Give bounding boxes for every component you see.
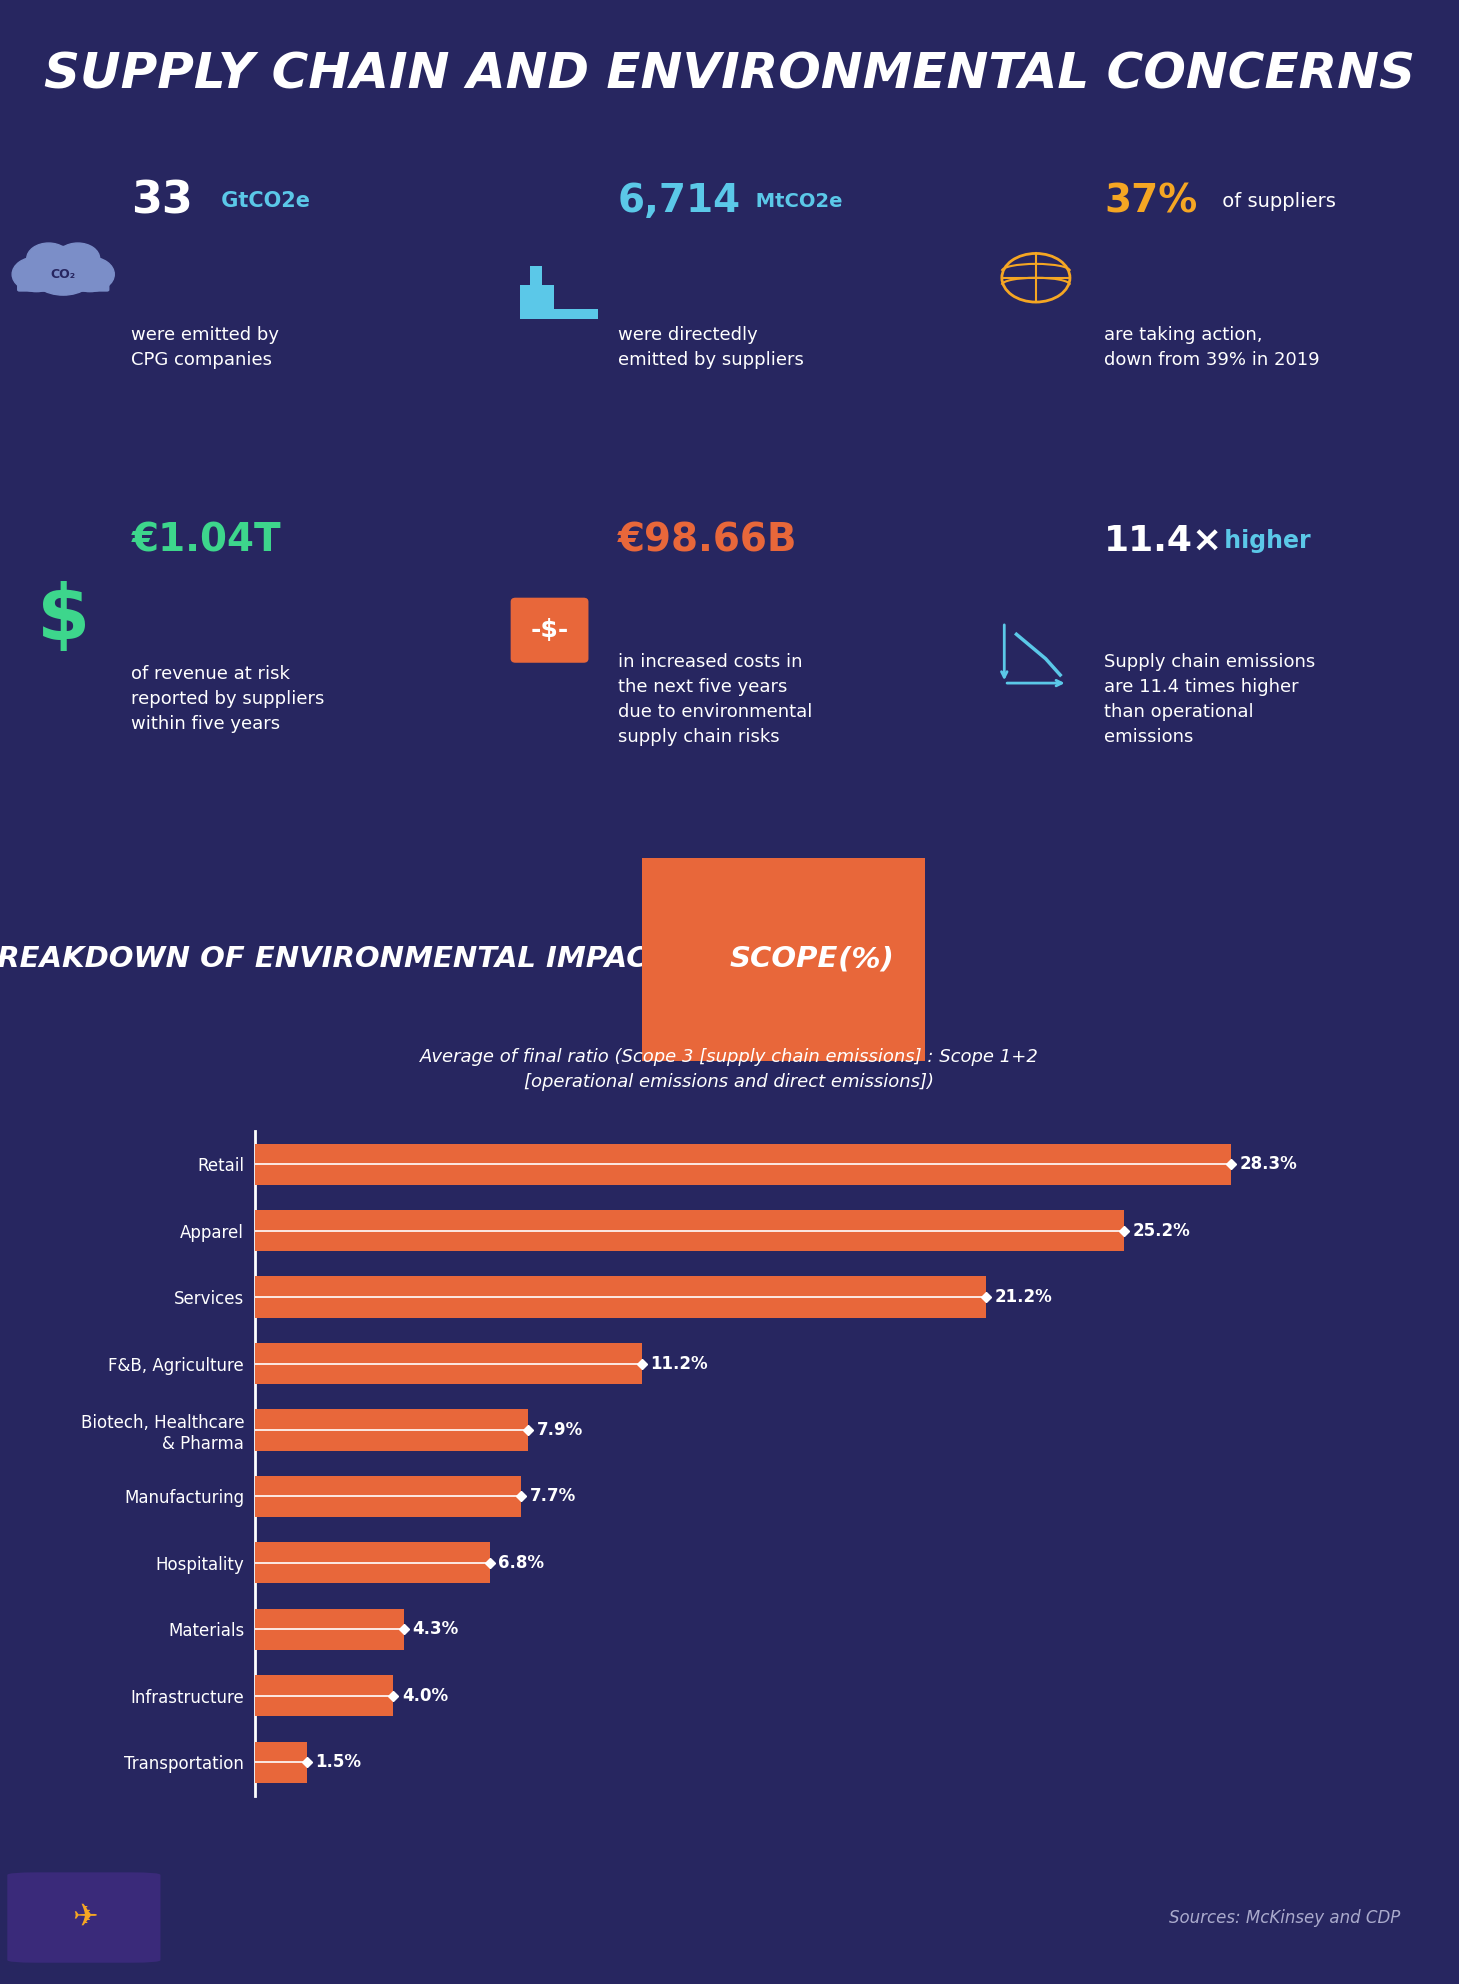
Text: of revenue at risk
reported by suppliers
within five years: of revenue at risk reported by suppliers… <box>131 665 325 734</box>
Text: in increased costs in
the next five years
due to environmental
supply chain risk: in increased costs in the next five year… <box>617 653 813 746</box>
Text: higher: higher <box>1215 530 1310 554</box>
Text: 11.4×: 11.4× <box>1104 524 1223 558</box>
FancyBboxPatch shape <box>18 270 109 292</box>
Bar <box>255 1276 986 1317</box>
Bar <box>255 1343 642 1385</box>
Circle shape <box>55 244 99 274</box>
Bar <box>554 284 579 310</box>
Text: SUPPLY CHAIN AND ENVIRONMENTAL CONCERNS: SUPPLY CHAIN AND ENVIRONMENTAL CONCERNS <box>44 50 1415 99</box>
Text: 4.3%: 4.3% <box>413 1621 458 1639</box>
Text: 25.2%: 25.2% <box>1134 1222 1191 1240</box>
Text: 7.7%: 7.7% <box>530 1488 576 1506</box>
Text: were directedly
emitted by suppliers: were directedly emitted by suppliers <box>617 325 804 369</box>
Bar <box>255 1542 490 1583</box>
Text: of suppliers: of suppliers <box>1215 192 1335 210</box>
Text: were emitted by
CPG companies: were emitted by CPG companies <box>131 325 279 369</box>
Text: 37%: 37% <box>1104 183 1198 220</box>
Bar <box>255 1674 394 1716</box>
Text: $: $ <box>36 581 90 655</box>
Bar <box>255 1742 306 1784</box>
Text: 6.8%: 6.8% <box>499 1553 544 1571</box>
Bar <box>255 1143 1231 1184</box>
Text: (%): (%) <box>829 944 894 972</box>
Text: are taking action,
down from 39% in 2019: are taking action, down from 39% in 2019 <box>1104 325 1319 369</box>
Text: 28.3%: 28.3% <box>1240 1155 1297 1173</box>
Bar <box>554 310 598 319</box>
Bar <box>255 1409 528 1450</box>
Text: BREAKDOWN OF ENVIRONMENTAL IMPACT BY SCOPE (%): BREAKDOWN OF ENVIRONMENTAL IMPACT BY SCO… <box>266 944 1193 972</box>
Text: 11.2%: 11.2% <box>651 1355 708 1373</box>
Text: 4.0%: 4.0% <box>401 1686 448 1704</box>
Text: 21.2%: 21.2% <box>995 1288 1053 1305</box>
Text: Supply chain emissions
are 11.4 times higher
than operational
emissions: Supply chain emissions are 11.4 times hi… <box>1104 653 1315 746</box>
Circle shape <box>29 246 98 296</box>
Text: €98.66B: €98.66B <box>617 522 797 559</box>
Text: €1.04T: €1.04T <box>131 522 282 559</box>
Text: 1.5%: 1.5% <box>315 1754 362 1772</box>
Text: ✈: ✈ <box>71 1903 98 1932</box>
FancyBboxPatch shape <box>511 597 588 663</box>
FancyBboxPatch shape <box>7 1873 160 1962</box>
Text: Sources: McKinsey and CDP: Sources: McKinsey and CDP <box>1170 1909 1401 1926</box>
Text: SCOPE: SCOPE <box>730 944 837 972</box>
Bar <box>255 1476 521 1518</box>
Text: 33: 33 <box>131 181 193 222</box>
Text: 6,714: 6,714 <box>617 183 741 220</box>
Bar <box>530 266 543 284</box>
Bar <box>255 1210 1125 1252</box>
Bar <box>521 284 579 319</box>
Text: BREAKDOWN OF ENVIRONMENTAL IMPACT BY: BREAKDOWN OF ENVIRONMENTAL IMPACT BY <box>0 944 730 972</box>
Text: GtCO2e: GtCO2e <box>214 190 309 212</box>
Text: -$-: -$- <box>531 619 569 643</box>
Text: MtCO2e: MtCO2e <box>748 192 842 210</box>
Bar <box>255 1609 404 1651</box>
Text: 7.9%: 7.9% <box>537 1421 582 1438</box>
Circle shape <box>66 258 114 292</box>
Text: Average of final ratio (Scope 3 [supply chain emissions] : Scope 1+2
[operationa: Average of final ratio (Scope 3 [supply … <box>420 1048 1039 1091</box>
Text: CO₂: CO₂ <box>51 268 76 282</box>
Circle shape <box>26 244 70 274</box>
Circle shape <box>12 258 61 292</box>
